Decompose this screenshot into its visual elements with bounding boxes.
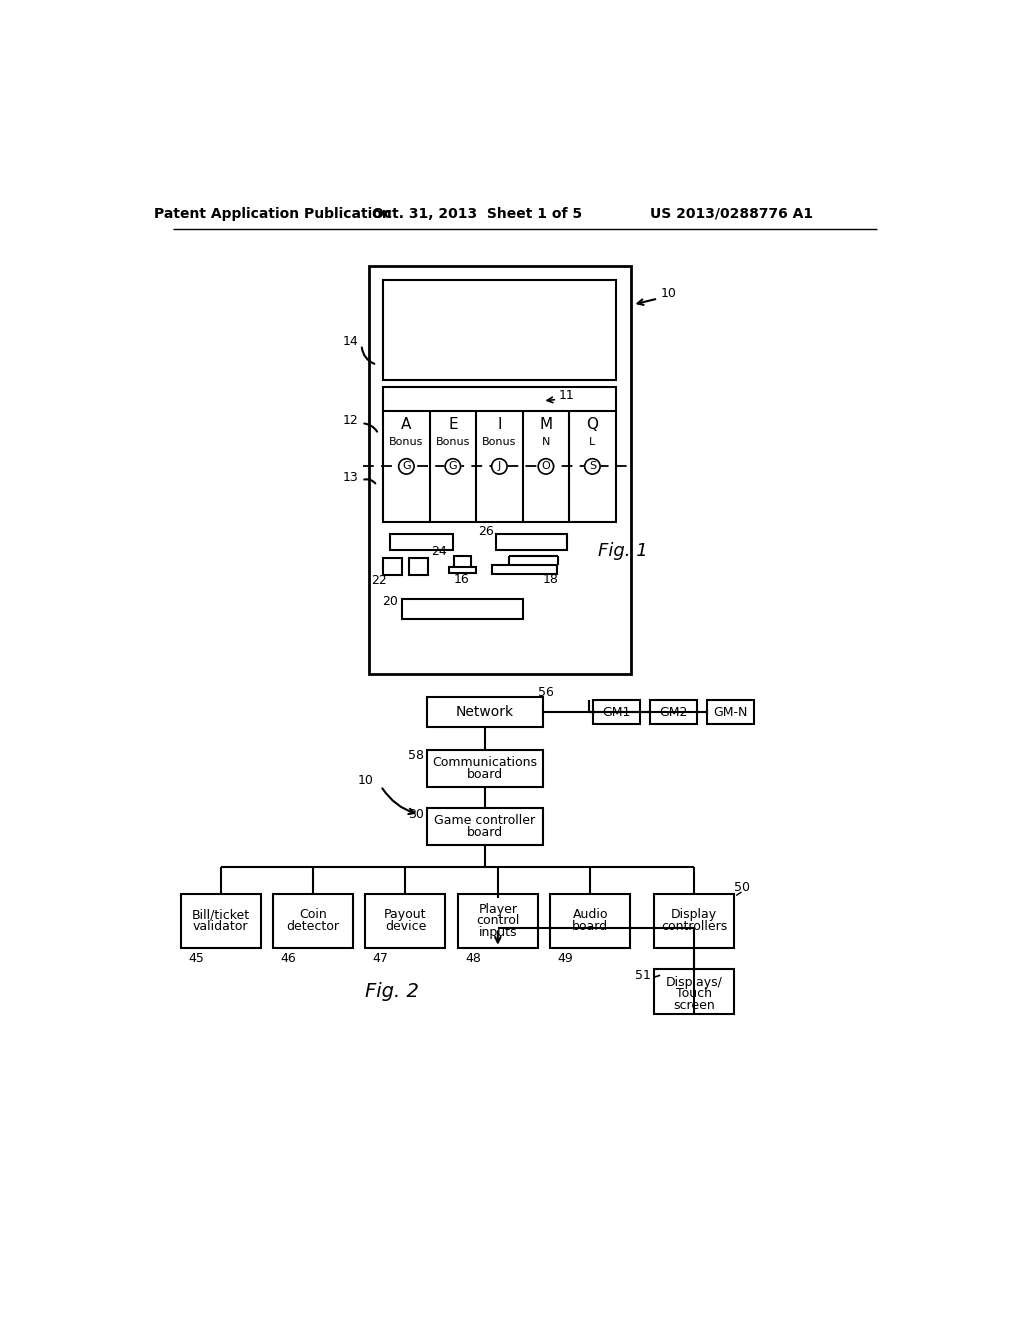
Text: Patent Application Publication: Patent Application Publication (155, 207, 392, 220)
Text: GM1: GM1 (602, 705, 631, 718)
Text: 46: 46 (281, 952, 296, 965)
Text: detector: detector (287, 920, 340, 933)
Text: controllers: controllers (662, 920, 727, 933)
FancyBboxPatch shape (273, 894, 353, 948)
Text: 30: 30 (408, 808, 424, 821)
FancyBboxPatch shape (390, 535, 454, 549)
FancyBboxPatch shape (458, 894, 538, 948)
Text: 18: 18 (543, 573, 558, 586)
Text: G: G (449, 462, 457, 471)
Text: Fig. 1: Fig. 1 (598, 543, 648, 560)
Text: 14: 14 (343, 335, 358, 348)
Text: 22: 22 (371, 574, 386, 587)
Text: 20: 20 (382, 594, 397, 607)
Text: 10: 10 (660, 286, 676, 300)
Text: board: board (572, 920, 608, 933)
Text: validator: validator (193, 920, 249, 933)
FancyBboxPatch shape (383, 558, 401, 576)
Text: 26: 26 (478, 525, 494, 539)
Text: 16: 16 (454, 573, 470, 586)
Text: board: board (467, 768, 503, 781)
FancyBboxPatch shape (383, 387, 615, 521)
Text: Bonus: Bonus (389, 437, 424, 446)
Text: A: A (401, 417, 412, 433)
Text: I: I (497, 417, 502, 433)
Circle shape (445, 459, 461, 474)
FancyBboxPatch shape (493, 565, 557, 574)
FancyBboxPatch shape (427, 750, 543, 787)
FancyBboxPatch shape (401, 599, 523, 619)
FancyBboxPatch shape (427, 808, 543, 845)
FancyBboxPatch shape (449, 566, 476, 573)
Text: Bonus: Bonus (482, 437, 516, 446)
Text: G: G (402, 462, 411, 471)
Text: board: board (467, 826, 503, 840)
FancyBboxPatch shape (497, 535, 567, 549)
FancyBboxPatch shape (654, 894, 734, 948)
Text: J: J (498, 462, 501, 471)
Text: GM2: GM2 (659, 705, 687, 718)
Circle shape (492, 459, 507, 474)
Text: GM-N: GM-N (713, 705, 748, 718)
Circle shape (398, 459, 414, 474)
Text: 50: 50 (734, 880, 750, 894)
FancyBboxPatch shape (649, 700, 697, 725)
Text: Network: Network (456, 705, 514, 719)
Text: Communications: Communications (432, 755, 538, 768)
Text: 10: 10 (357, 774, 374, 787)
FancyBboxPatch shape (370, 267, 631, 675)
Text: S: S (589, 462, 596, 471)
Text: Payout: Payout (384, 908, 427, 921)
FancyBboxPatch shape (654, 969, 734, 1014)
Text: inputs: inputs (478, 925, 517, 939)
Text: Bonus: Bonus (435, 437, 470, 446)
FancyBboxPatch shape (383, 280, 615, 380)
Text: Oct. 31, 2013  Sheet 1 of 5: Oct. 31, 2013 Sheet 1 of 5 (372, 207, 582, 220)
FancyBboxPatch shape (410, 558, 428, 576)
FancyBboxPatch shape (454, 557, 471, 568)
Text: device: device (385, 920, 426, 933)
FancyBboxPatch shape (707, 700, 755, 725)
Text: 11: 11 (559, 389, 574, 403)
Text: Fig. 2: Fig. 2 (366, 982, 419, 1001)
Text: screen: screen (674, 999, 715, 1012)
FancyBboxPatch shape (366, 894, 445, 948)
Text: 49: 49 (558, 952, 573, 965)
Text: Q: Q (587, 417, 598, 433)
Text: Game controller: Game controller (434, 814, 536, 828)
Text: 12: 12 (343, 413, 358, 426)
Text: M: M (540, 417, 553, 433)
Text: 24: 24 (431, 545, 446, 558)
Text: 58: 58 (408, 750, 424, 763)
FancyBboxPatch shape (427, 697, 543, 726)
Text: 56: 56 (538, 686, 554, 700)
Text: 51: 51 (635, 969, 651, 982)
Text: Player: Player (478, 903, 517, 916)
Text: Displays/: Displays/ (666, 975, 723, 989)
Text: O: O (542, 462, 550, 471)
FancyBboxPatch shape (593, 700, 640, 725)
Text: E: E (449, 417, 458, 433)
Text: 13: 13 (343, 471, 358, 484)
Text: Audio: Audio (572, 908, 608, 921)
Text: 47: 47 (373, 952, 389, 965)
Text: control: control (476, 915, 519, 927)
Text: Touch: Touch (676, 987, 713, 1001)
Text: 48: 48 (465, 952, 481, 965)
Text: N: N (542, 437, 550, 446)
FancyBboxPatch shape (550, 894, 631, 948)
FancyBboxPatch shape (180, 894, 261, 948)
Text: Bill/ticket: Bill/ticket (191, 908, 250, 921)
Text: Display: Display (671, 908, 717, 921)
Circle shape (585, 459, 600, 474)
Text: L: L (589, 437, 596, 446)
Text: 45: 45 (188, 952, 204, 965)
Text: US 2013/0288776 A1: US 2013/0288776 A1 (649, 207, 813, 220)
Circle shape (539, 459, 554, 474)
Text: Coin: Coin (299, 908, 327, 921)
